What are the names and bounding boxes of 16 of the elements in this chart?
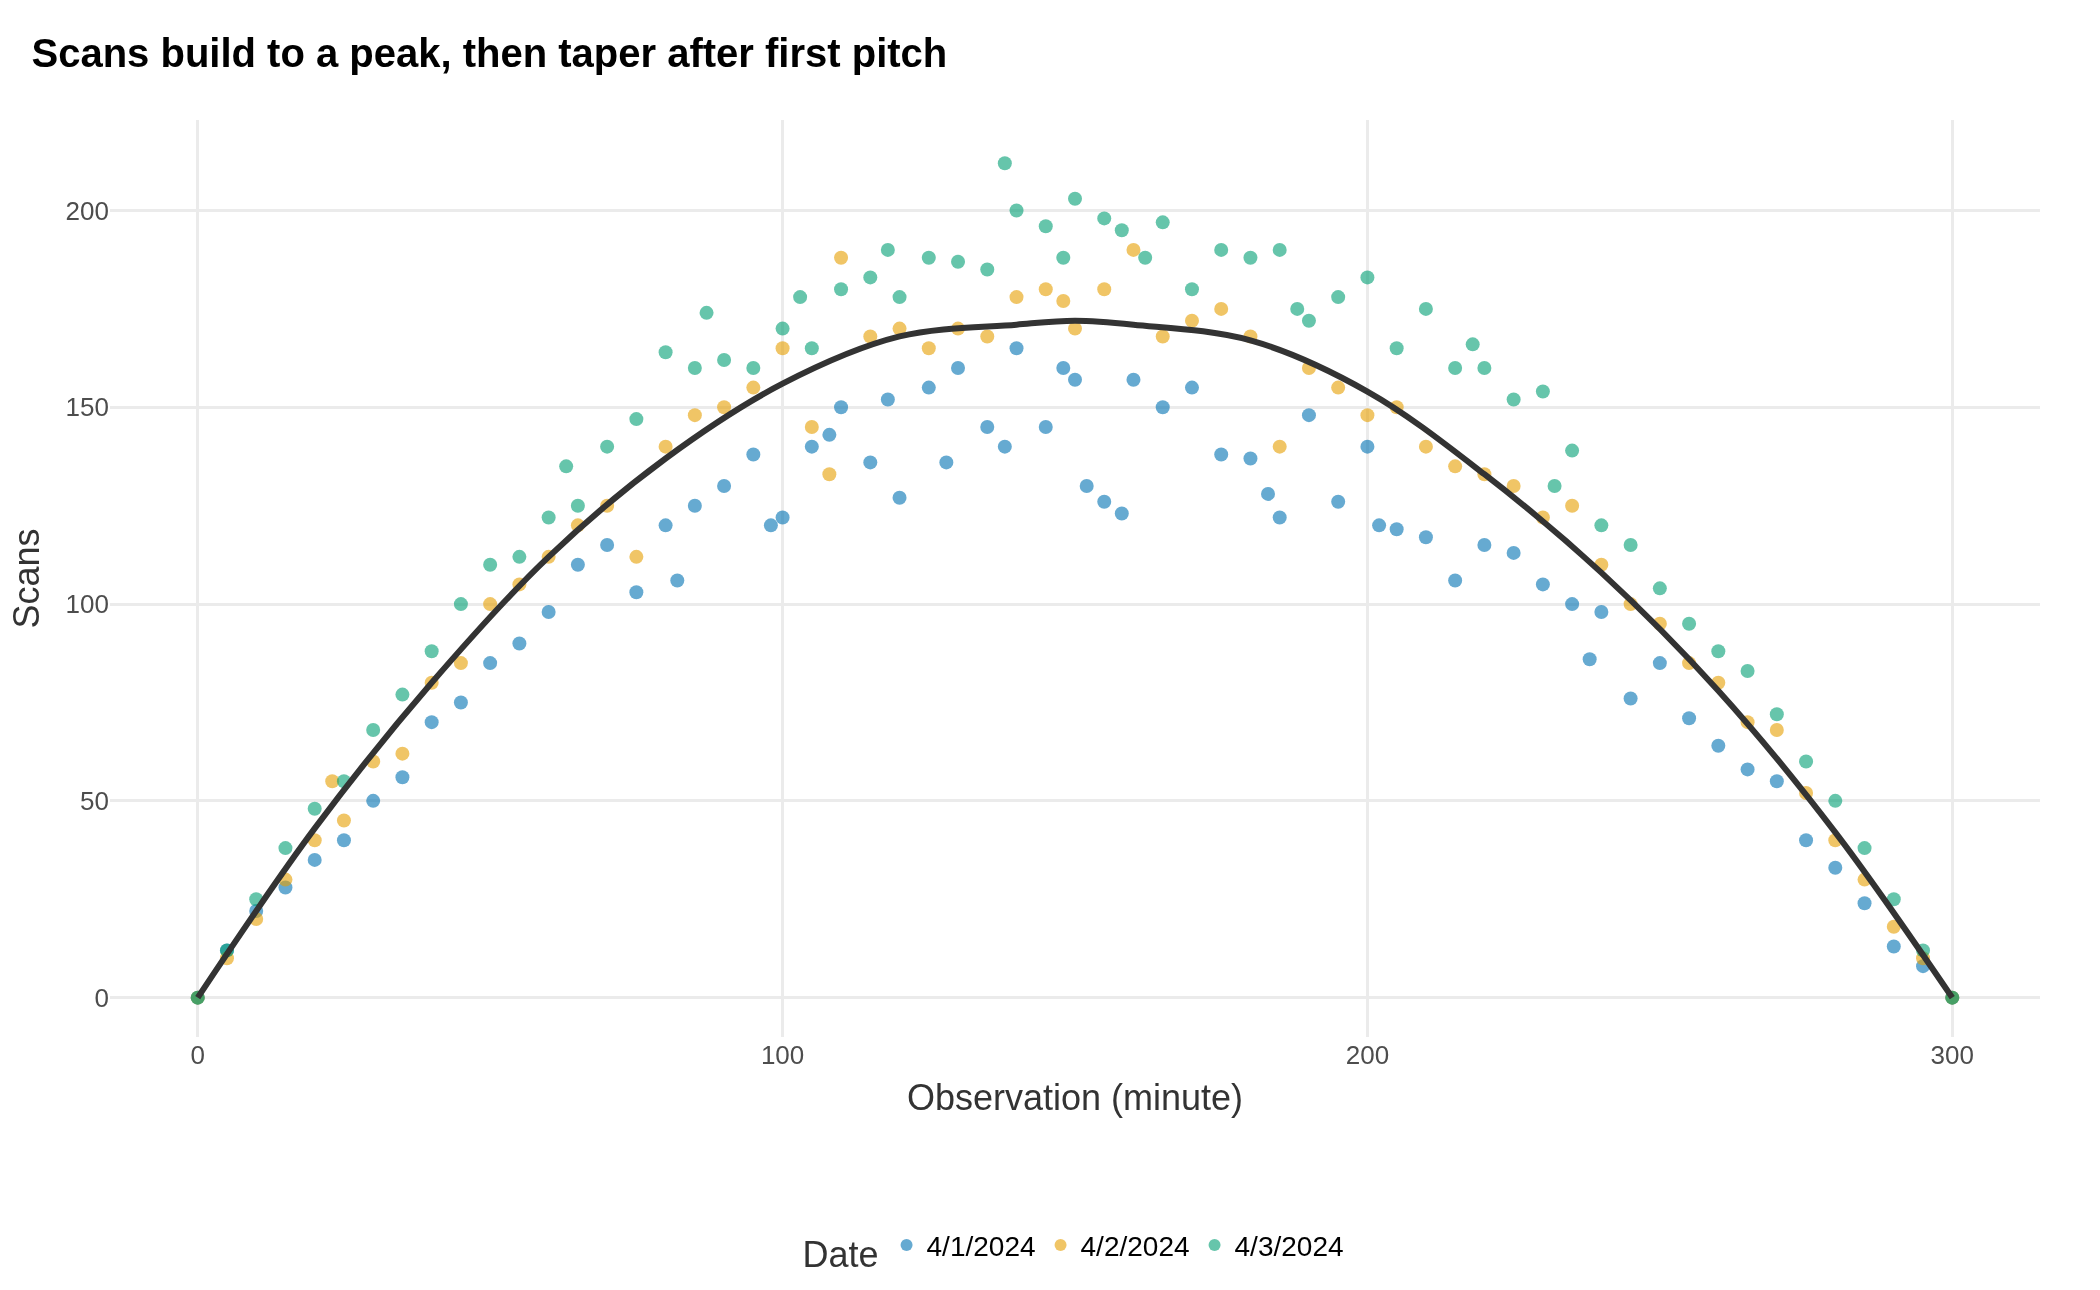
x-tick-label: 200 xyxy=(1345,1040,1390,1070)
y-tick-label: 0 xyxy=(94,982,109,1013)
y-tick-label: 150 xyxy=(65,392,109,423)
x-tick-label: 100 xyxy=(760,1040,805,1070)
y-tick-label: 200 xyxy=(65,195,109,226)
x-tick-label: 0 xyxy=(190,1040,205,1070)
legend-label: 4/3/2024 xyxy=(1234,1231,1344,1263)
y-tick-label: 50 xyxy=(80,785,109,816)
legend-label: 4/2/2024 xyxy=(1080,1231,1190,1263)
x-axis-title: Observation (minute) xyxy=(906,1076,1244,1118)
legend-title: Date xyxy=(802,1234,879,1276)
legend-label: 4/1/2024 xyxy=(926,1231,1036,1263)
y-axis-title: Scans xyxy=(5,528,47,629)
chart-title: Scans build to a peak, then taper after first pitch xyxy=(31,30,948,75)
x-tick-label: 300 xyxy=(1930,1040,1974,1070)
y-tick-label: 100 xyxy=(65,589,109,620)
